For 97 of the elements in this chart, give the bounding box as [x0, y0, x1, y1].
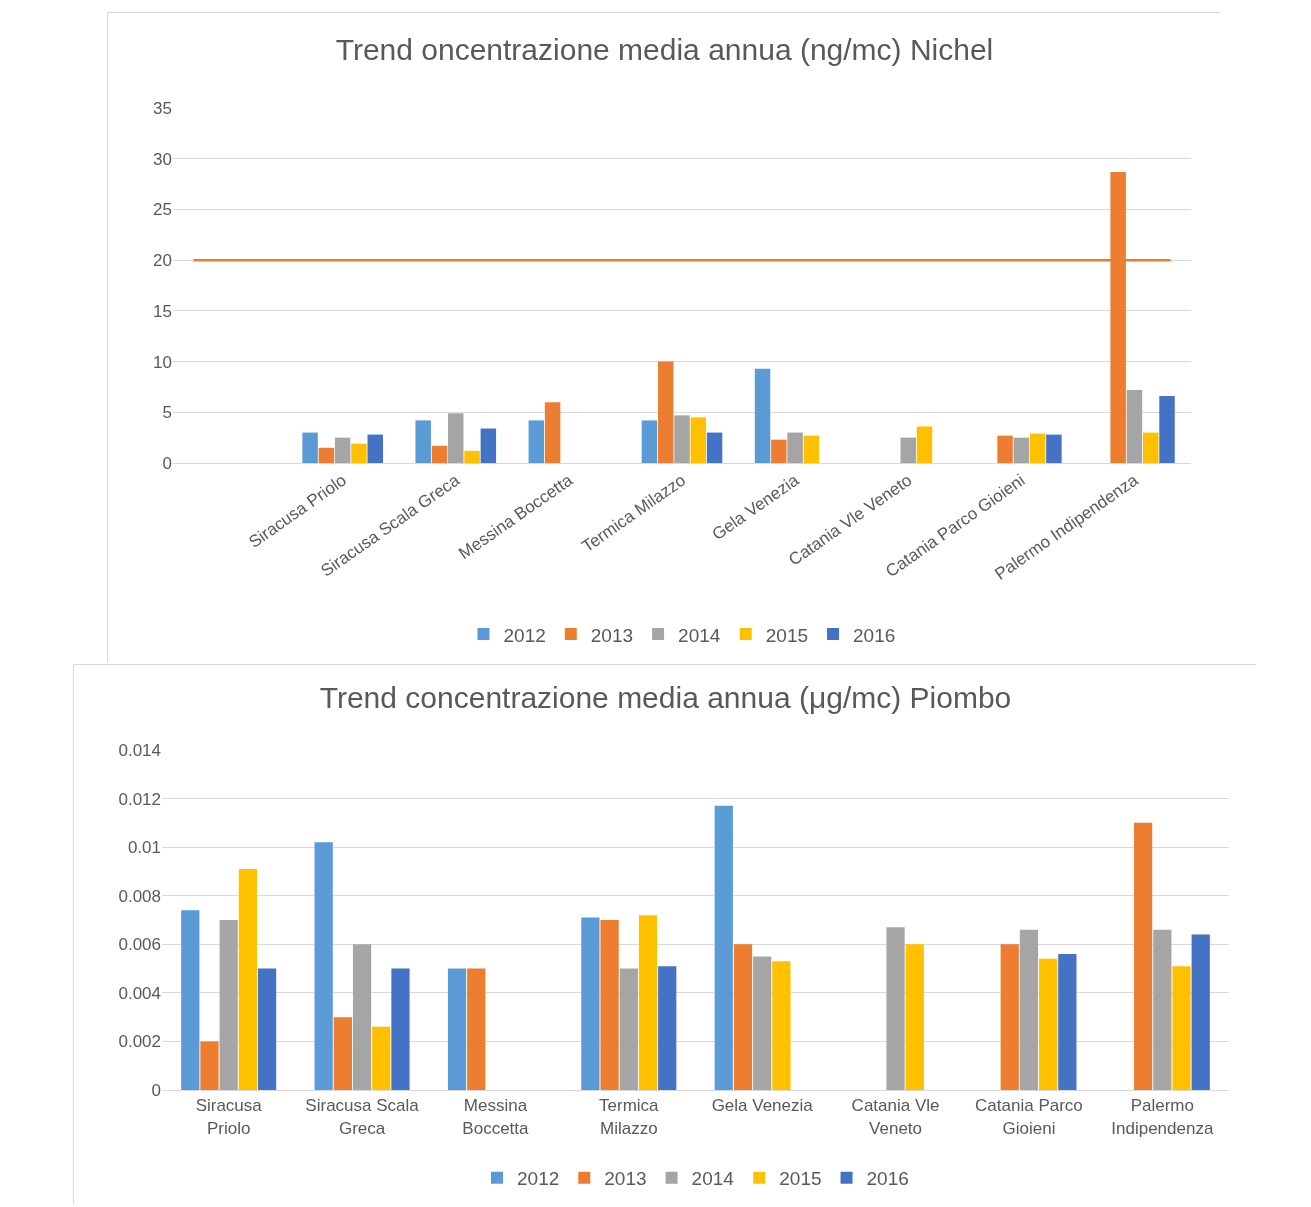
bar: [690, 417, 707, 463]
legend-label: 2016: [866, 1168, 909, 1190]
bar: [638, 915, 658, 1090]
bar: [657, 361, 674, 463]
bar: [997, 435, 1013, 463]
bar: [714, 805, 733, 1090]
bar: [200, 1041, 219, 1090]
bar: [886, 927, 905, 1090]
y-tick-label: 0.006: [118, 935, 161, 955]
bar: [352, 944, 372, 1090]
bar: [1000, 944, 1019, 1090]
y-tick-label: 0.008: [118, 886, 161, 906]
legend-label: 2015: [779, 1168, 822, 1190]
x-tick-label: Termica Milazzo: [599, 1096, 660, 1138]
y-tick-label: 25: [153, 200, 172, 220]
bar: [1153, 929, 1172, 1090]
bar: [706, 432, 723, 463]
y-tick-label: 0.014: [118, 740, 161, 760]
bar: [1039, 958, 1058, 1090]
bar: [334, 437, 351, 463]
bar: [803, 435, 820, 463]
x-tick-label: Siracusa Priolo: [195, 1096, 263, 1138]
legend-label: 2014: [691, 1168, 735, 1190]
bar: [916, 426, 933, 463]
bar: [1159, 396, 1175, 463]
y-tick-label: 20: [153, 251, 172, 271]
bar: [372, 1026, 391, 1090]
bar: [581, 917, 600, 1090]
bar: [464, 450, 480, 463]
y-tick-label: 30: [153, 149, 172, 169]
bar: [1126, 389, 1143, 463]
bar: [238, 869, 258, 1090]
legend-label: 2014: [678, 624, 721, 646]
bar: [1019, 929, 1039, 1090]
bar: [1133, 822, 1153, 1090]
y-tick-label: 5: [162, 403, 172, 423]
bar: [1191, 934, 1210, 1090]
legend-label: 2016: [853, 624, 896, 646]
bar: [415, 420, 431, 463]
x-tick-label: Gela Venezia: [711, 1096, 814, 1116]
bar: [467, 968, 486, 1090]
y-tick-label: 0.002: [118, 1032, 161, 1052]
bar: [333, 1017, 352, 1090]
bar: [367, 434, 383, 463]
legend-label: 2013: [604, 1168, 647, 1190]
x-tick-label: Palermo Indipendenza: [1111, 1096, 1214, 1138]
bar: [619, 968, 638, 1090]
bar: [1046, 434, 1062, 463]
legend-label: 2015: [765, 624, 809, 646]
bar: [391, 968, 410, 1090]
bar: [754, 368, 771, 463]
bar: [1029, 433, 1046, 463]
bar: [431, 445, 448, 463]
chart-title: Trend oncentrazione media annua (ng/mc) Nichel: [335, 33, 994, 66]
y-tick-label: 15: [153, 301, 172, 321]
legend-label: 2012: [517, 1168, 560, 1190]
x-tick-label: Catania Parco Gioieni: [975, 1096, 1083, 1138]
chart-title: Trend concentrazione media annua (μg/mc) Piombo: [319, 680, 1012, 714]
bar: [674, 415, 690, 463]
x-tick-label: Messina Boccetta: [462, 1096, 530, 1138]
bar: [314, 842, 333, 1090]
bar: [181, 910, 200, 1090]
bar: [771, 439, 787, 463]
bar: [787, 432, 803, 463]
y-tick-label: 0.01: [127, 838, 161, 858]
x-tick-label: Catania Vle Veneto: [851, 1096, 940, 1138]
bar: [480, 428, 497, 463]
bar: [900, 437, 916, 463]
bar: [733, 944, 753, 1090]
bar: [1013, 437, 1030, 463]
y-tick-label: 0: [162, 453, 172, 473]
bar: [905, 944, 924, 1090]
bar: [772, 961, 791, 1090]
legend-label: 2013: [590, 624, 634, 646]
bar: [448, 413, 464, 463]
y-tick-label: 0: [151, 1080, 161, 1100]
bar: [302, 432, 318, 463]
bar: [641, 420, 658, 463]
bar: [1143, 432, 1159, 463]
bar: [318, 447, 335, 463]
bar: [447, 968, 467, 1090]
x-tick-label: Siracusa Scala Greca: [305, 1096, 420, 1138]
bar: [219, 920, 238, 1090]
legend-label: 2012: [503, 624, 546, 646]
bar: [753, 956, 772, 1090]
bar: [1058, 954, 1077, 1090]
bar: [351, 443, 367, 463]
bar: [544, 402, 561, 463]
bar: [658, 966, 677, 1090]
y-tick-label: 10: [153, 352, 172, 372]
y-tick-label: 0.004: [118, 983, 161, 1003]
y-tick-label: 0.012: [118, 789, 161, 809]
y-tick-label: 35: [153, 98, 172, 118]
bar: [1172, 966, 1191, 1090]
bar: [528, 420, 545, 463]
bar: [257, 968, 277, 1090]
bar: [600, 920, 619, 1090]
